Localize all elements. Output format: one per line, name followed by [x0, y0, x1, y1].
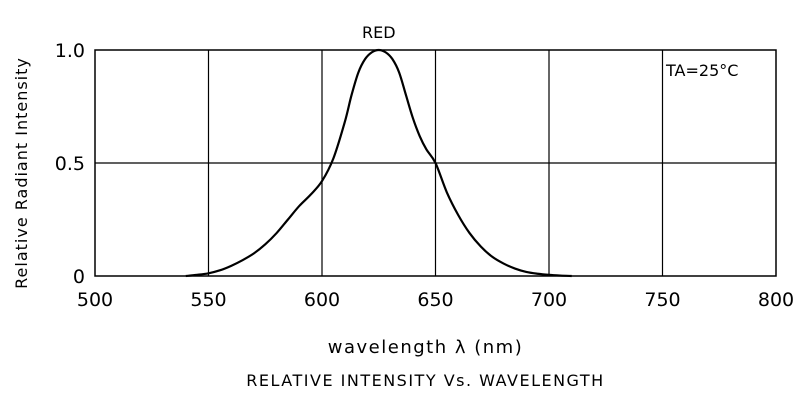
plot-frame [94, 49, 777, 277]
y-axis-label: Relative Radiant Intensity [12, 57, 31, 289]
chart-title: RELATIVE INTENSITY Vs. WAVELENGTH [246, 371, 604, 390]
x-tick-label: 650 [417, 289, 453, 311]
x-tick-label: 550 [190, 289, 226, 311]
x-tick-label: 700 [531, 289, 567, 311]
series-line-red [185, 48, 572, 278]
tick-labels: 500 550 600 650 700 750 800 0 0.5 1.0 [55, 40, 794, 311]
x-tick-label: 750 [644, 289, 680, 311]
x-tick-label: 600 [304, 289, 340, 311]
x-tick-label: 800 [758, 289, 794, 311]
y-tick-label: 0.5 [55, 153, 85, 175]
temperature-annotation: TA=25°C [665, 61, 738, 80]
series-label-red: RED [362, 23, 396, 42]
x-tick-label: 500 [77, 289, 113, 311]
y-tick-label: 0 [73, 266, 85, 288]
x-axis-label: wavelength λ (nm) [328, 337, 523, 358]
y-tick-label: 1.0 [55, 40, 85, 62]
